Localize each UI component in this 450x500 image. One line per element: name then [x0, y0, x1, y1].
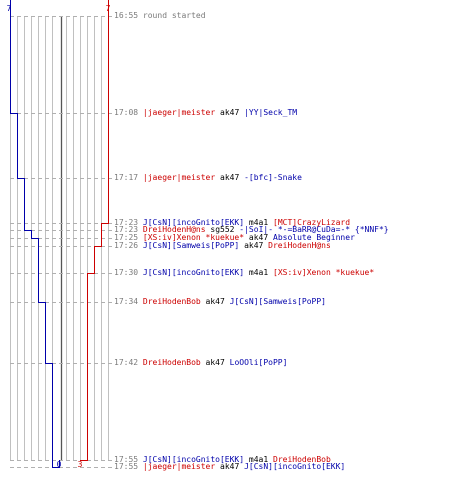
weapon-name: m4a1	[248, 268, 269, 277]
event-time: 17:08	[114, 108, 139, 117]
log-entry: 17:08 |jaeger|meister ak47 |YY|Seck_TM	[114, 109, 297, 117]
killer-name: |jaeger|meister	[142, 462, 216, 471]
log-entry: 17:23 DreiHodenH@ns sg552 -|SoI|- *-=BaR…	[114, 226, 389, 234]
log-entry: 17:34 DreiHodenBob ak47 J[CsN][Samweis[P…	[114, 298, 326, 306]
log-entry: 16:55 round started	[114, 12, 206, 20]
log-entry: 17:42 DreiHodenBob ak47 LoOOli[PoPP]	[114, 359, 287, 367]
weapon-name: ak47	[205, 358, 225, 367]
event-time: 16:55	[114, 11, 139, 20]
victim-name: Absolute Beginner	[273, 233, 355, 242]
round-timeline-graph: 7 7 0 3	[7, 0, 113, 469]
kill-log: 16:55 round started 17:08 |jaeger|meister…	[114, 0, 450, 500]
victim-name: [XS:iv]Xenon *kuekue*	[273, 268, 375, 277]
event-time: 17:25	[114, 233, 139, 242]
event-time: 17:26	[114, 241, 139, 250]
victim-name: DreiHodenBob	[273, 455, 331, 464]
weapon-name: ak47	[220, 173, 240, 182]
event-time: 17:23	[114, 218, 139, 227]
red-team-alive-line	[80, 0, 109, 461]
killer-name: DreiHodenH@ns	[142, 225, 206, 234]
blue-final-count: 0	[57, 460, 62, 469]
killer-name: [XS:iv]Xenon *kuekue*	[142, 233, 245, 242]
victim-name: [MCT]CrazyLizard	[273, 218, 351, 227]
event-time: 17:55	[114, 462, 139, 471]
red-final-count: 3	[78, 460, 83, 469]
victim-name: |YY|Seck_TM	[244, 108, 298, 117]
killer-name: DreiHodenBob	[142, 297, 201, 306]
killer-name: DreiHodenBob	[142, 358, 201, 367]
blue-start-count: 7	[7, 4, 12, 13]
victim-name: -[bfc]-Snake	[244, 173, 302, 182]
event-time: 17:23	[114, 225, 139, 234]
log-entry: 17:17 |jaeger|meister ak47 -[bfc]-Snake	[114, 174, 302, 182]
weapon-name: ak47	[248, 233, 269, 242]
killer-name: J[CsN][Samweis[PoPP]	[142, 241, 240, 250]
event-note: round started	[142, 11, 206, 20]
victim-name: -|SoI|- *-=BaRR@CuDa=-* {*NNF*}	[239, 225, 389, 234]
event-time: 17:55	[114, 455, 139, 464]
killer-name: J[CsN][incoGnito[EKK]	[142, 268, 245, 277]
killer-name: |jaeger|meister	[142, 108, 216, 117]
log-entry: 17:26 J[CsN][Samweis[PoPP] ak47 DreiHode…	[114, 242, 331, 250]
weapon-name: ak47	[220, 462, 240, 471]
victim-name: LoOOli[PoPP]	[229, 358, 288, 367]
event-time: 17:42	[114, 358, 139, 367]
victim-name: J[CsN][Samweis[PoPP]	[229, 297, 326, 306]
weapon-name: sg552	[210, 225, 235, 234]
weapon-name: m4a1	[248, 455, 269, 464]
weapon-name: ak47	[244, 241, 264, 250]
log-entry: 17:23 J[CsN][incoGnito[EKK] m4a1 [MCT]Cr…	[114, 219, 350, 227]
red-start-count: 7	[106, 4, 111, 13]
log-entry: 17:55 J[CsN][incoGnito[EKK] m4a1 DreiHod…	[114, 456, 331, 464]
victim-name: J[CsN][incoGnito[EKK]	[244, 462, 346, 471]
weapon-name: ak47	[205, 297, 225, 306]
event-time: 17:34	[114, 297, 139, 306]
event-time: 17:17	[114, 173, 139, 182]
killer-name: J[CsN][incoGnito[EKK]	[142, 218, 245, 227]
killer-name: J[CsN][incoGnito[EKK]	[142, 455, 245, 464]
blue-team-alive-line	[10, 0, 60, 468]
log-entry: 17:55 |jaeger|meister ak47 J[CsN][incoGn…	[114, 463, 345, 471]
weapon-name: ak47	[220, 108, 240, 117]
victim-name: DreiHodenH@ns	[268, 241, 331, 250]
log-entry: 17:25 [XS:iv]Xenon *kuekue* ak47 Absolut…	[114, 234, 355, 242]
killer-name: |jaeger|meister	[142, 173, 216, 182]
weapon-name: m4a1	[248, 218, 269, 227]
log-entry: 17:30 J[CsN][incoGnito[EKK] m4a1 [XS:iv]…	[114, 269, 374, 277]
event-time: 17:30	[114, 268, 139, 277]
